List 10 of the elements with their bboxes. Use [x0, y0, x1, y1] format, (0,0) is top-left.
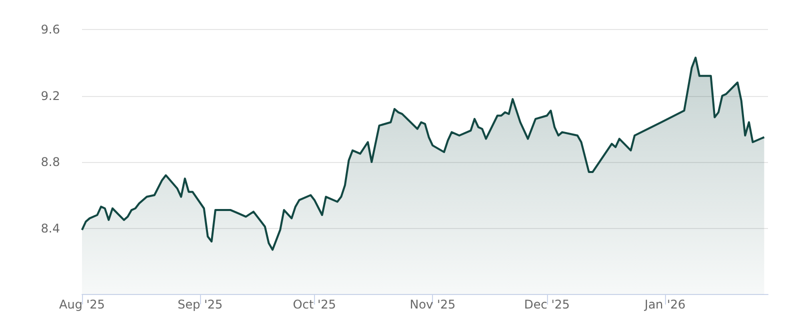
x-tick-label: Dec '25 — [524, 298, 570, 312]
x-tick-label: Sep '25 — [178, 298, 223, 312]
y-tick-label: 8.8 — [40, 155, 60, 169]
x-tick-label: Aug '25 — [59, 298, 105, 312]
x-tick-label: Jan '26 — [644, 298, 686, 312]
y-tick-label: 8.4 — [40, 221, 60, 236]
x-tick-label: Oct '25 — [292, 298, 336, 312]
y-tick-label: 9.2 — [40, 88, 60, 103]
y-tick-label: 9.6 — [40, 22, 60, 36]
x-tick-label: Nov '25 — [410, 298, 456, 312]
